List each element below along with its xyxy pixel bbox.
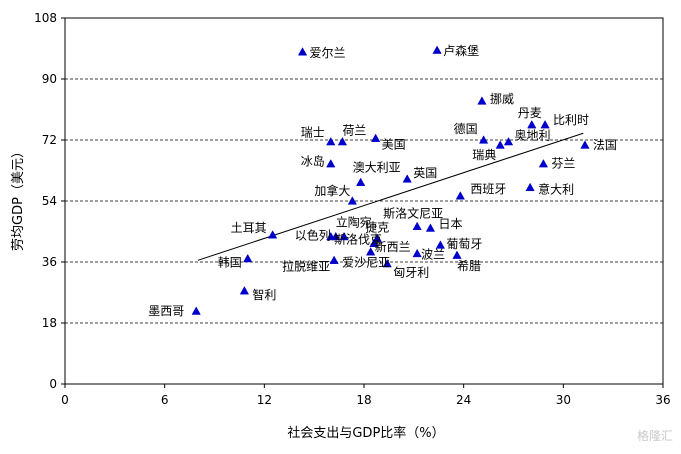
y-tick-label: 72: [42, 133, 57, 147]
y-tick-label: 36: [42, 255, 57, 269]
data-point: [525, 182, 535, 192]
point-label: 新西兰: [375, 239, 411, 254]
data-point: [326, 136, 336, 146]
point-label: 英国: [413, 166, 437, 180]
data-point: [527, 120, 537, 129]
point-label: 葡萄牙: [446, 237, 482, 251]
data-point: [538, 159, 549, 168]
x-tick-label: 18: [356, 393, 371, 407]
point-label: 瑞士: [301, 126, 325, 140]
data-point: [347, 196, 357, 205]
point-label: 加拿大: [314, 183, 350, 198]
data-point: [412, 221, 422, 231]
point-label: 荷兰: [342, 124, 366, 138]
x-tick-label: 12: [257, 393, 272, 407]
x-tick-label: 30: [556, 393, 571, 407]
data-point: [371, 133, 381, 142]
data-point: [239, 286, 250, 295]
point-label: 斯洛伐克: [334, 231, 382, 246]
point-label: 瑞典: [472, 148, 496, 162]
point-label: 奥地利: [515, 129, 551, 143]
point-label: 智利: [252, 287, 276, 302]
point-label: 匈牙利: [393, 266, 429, 280]
point-label: 德国: [454, 121, 478, 136]
point-label: 美国: [382, 137, 406, 151]
y-tick-label: 54: [42, 194, 57, 208]
point-label: 冰岛: [301, 154, 325, 169]
point-label: 立陶宛: [336, 215, 372, 230]
data-point: [297, 47, 308, 56]
axes: [61, 17, 664, 388]
data-point: [366, 247, 376, 256]
data-point: [337, 136, 348, 146]
point-label: 墨西哥: [148, 304, 184, 318]
data-point: [425, 223, 436, 232]
data-point: [452, 250, 462, 259]
data-point: [329, 255, 339, 264]
point-label: 捷克: [365, 220, 389, 234]
y-tick-label: 90: [42, 72, 57, 86]
data-point: [412, 248, 422, 258]
point-label: 芬兰: [551, 157, 575, 171]
data-point: [478, 135, 489, 144]
point-label: 韩国: [218, 255, 242, 270]
point-label: 西班牙: [470, 182, 506, 196]
data-point: [540, 120, 550, 129]
x-tick-label: 36: [655, 393, 670, 407]
point-label: 挪威: [490, 92, 514, 106]
y-tick-label: 0: [49, 377, 57, 391]
trend-line: [197, 132, 584, 261]
point-label: 比利时: [553, 113, 589, 127]
data-point: [356, 177, 366, 186]
y-tick-label: 108: [34, 11, 57, 25]
point-label: 希腊: [457, 258, 481, 273]
data-point: [495, 140, 505, 149]
data-point: [382, 258, 392, 268]
y-tick-label: 18: [42, 316, 57, 330]
point-label: 意大利: [538, 181, 574, 196]
point-label: 波兰: [421, 248, 445, 262]
x-tick-label: 0: [61, 393, 69, 407]
data-point: [372, 233, 382, 242]
data-point: [580, 140, 590, 149]
plot-frame: [64, 17, 664, 385]
data-point: [326, 159, 336, 168]
data-point: [191, 306, 201, 315]
point-label: 法国: [593, 138, 617, 152]
data-point: [268, 230, 278, 239]
trendline: [197, 132, 584, 261]
point-label: 日本: [438, 217, 462, 231]
data-point: [339, 231, 349, 241]
data-point: [455, 191, 465, 200]
data-point: [331, 231, 341, 241]
watermark: 格隆汇: [636, 429, 673, 443]
point-label: 卢森堡: [443, 43, 479, 58]
point-label: 以色列: [295, 229, 331, 243]
x-tick-label: 6: [161, 393, 169, 407]
point-label: 爱尔兰: [310, 45, 346, 60]
data-point: [435, 240, 446, 249]
data-point: [503, 136, 514, 146]
point-label: 澳大利亚: [353, 160, 401, 174]
data-point: [477, 96, 487, 105]
point-label: 爱沙尼亚: [342, 256, 390, 270]
tick-labels: 0 18 36 54 72 90 108 0 6 12 18 24 30 36: [34, 11, 671, 407]
point-label: 拉脱维亚: [282, 258, 330, 273]
data-point: [243, 253, 253, 263]
point-label: 土耳其: [231, 221, 267, 235]
data-point: [369, 238, 379, 247]
data-point: [432, 45, 442, 54]
x-tick-label: 24: [456, 393, 471, 407]
point-label: 斯洛文尼亚: [383, 205, 443, 220]
point-label: 丹麦: [518, 106, 542, 120]
y-axis-title: 劳均GDP（美元）: [10, 145, 26, 251]
data-point: [402, 174, 412, 183]
data-points: [191, 45, 590, 315]
x-axis-title: 社会支出与GDP比率（%）: [287, 425, 444, 441]
